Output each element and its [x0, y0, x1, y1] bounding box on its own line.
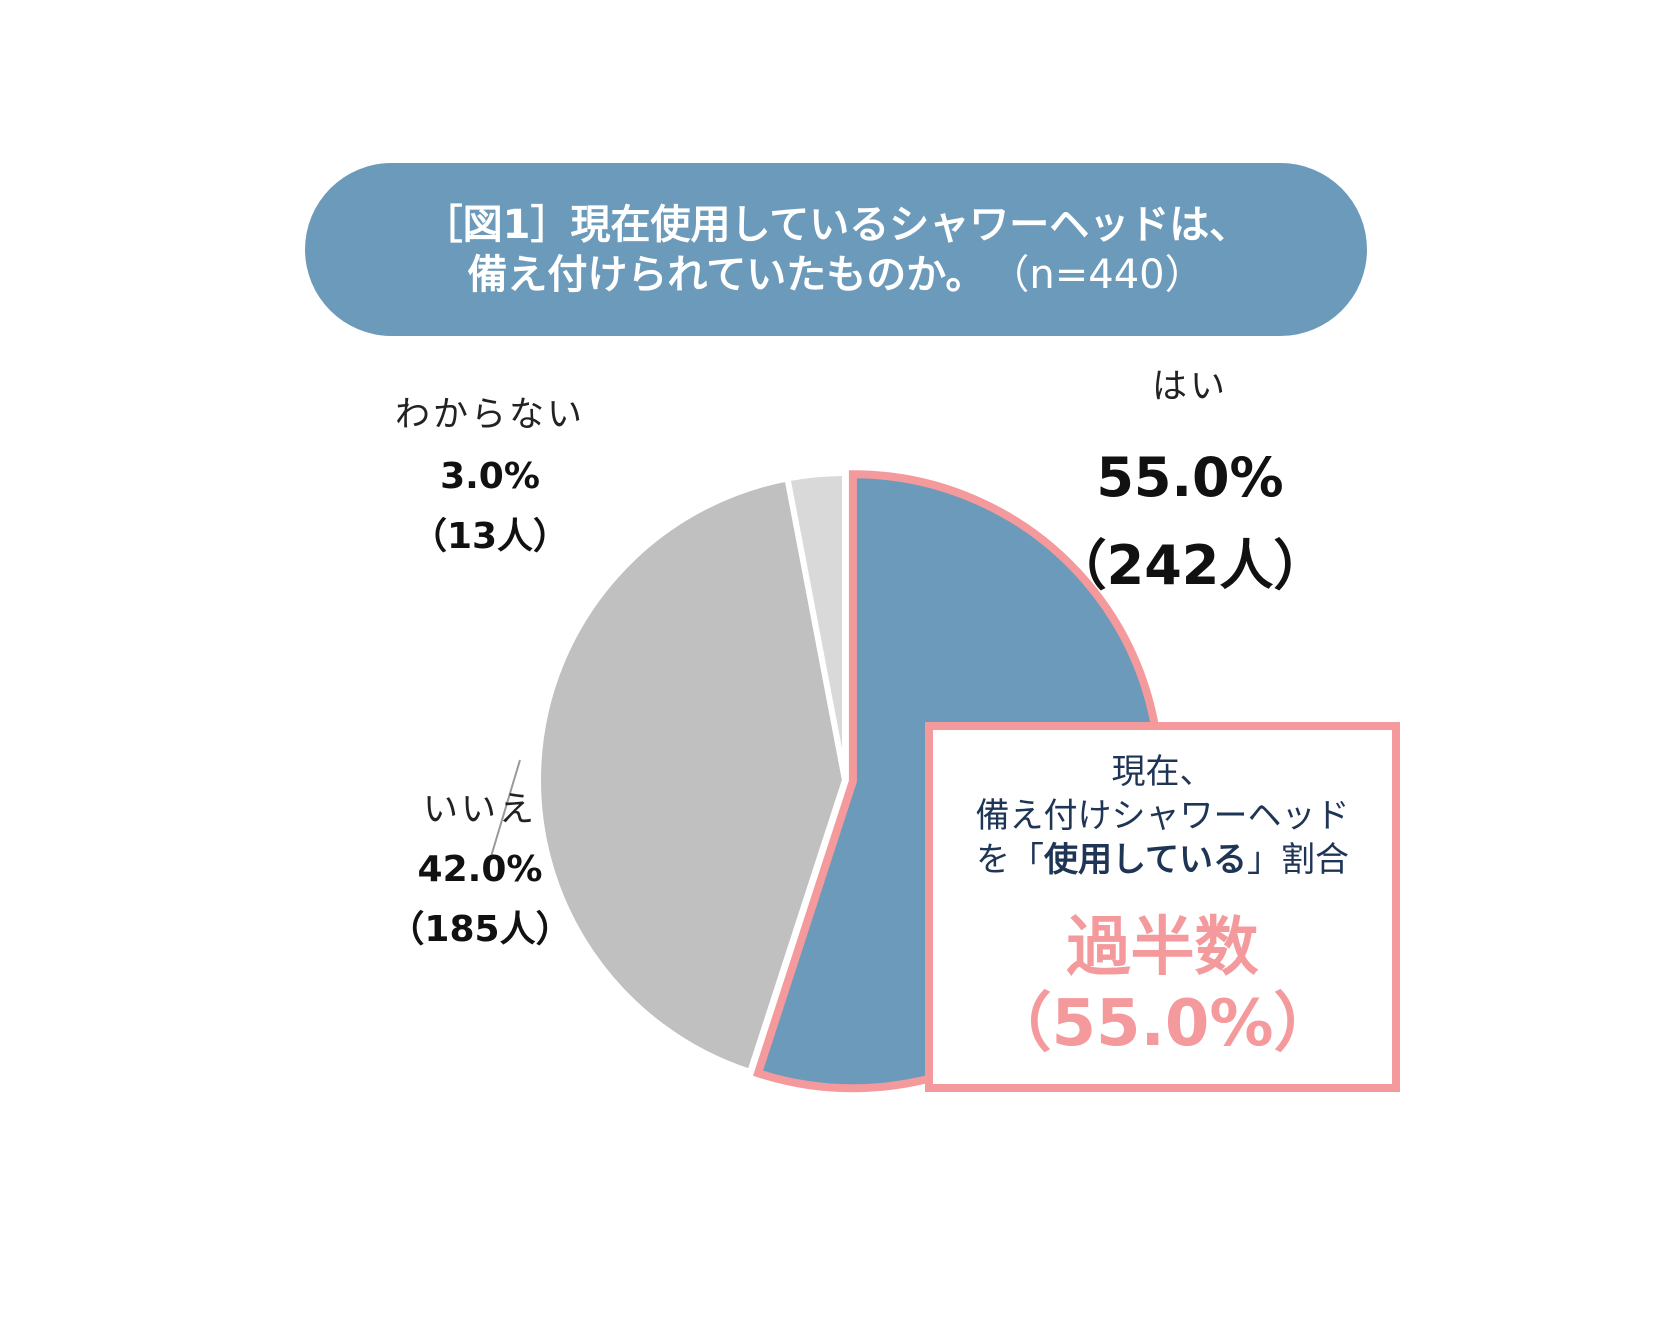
- slice-label-iie-count: （185人）: [388, 909, 572, 950]
- callout-box: 現在、 備え付けシャワーヘッド を「使用している」割合 過半数 （55.0%）: [925, 722, 1400, 1092]
- slice-label-iie: いいえ 42.0% （185人）: [380, 785, 580, 953]
- chart-title-line2: 備え付けられていたものか。 （n=440）: [467, 250, 1204, 300]
- slice-label-hai-category: はい: [1151, 367, 1228, 407]
- slice-label-hai-count: （242人）: [1052, 534, 1328, 597]
- chart-title-banner: ［図1］現在使用しているシャワーヘッドは、 備え付けられていたものか。 （n=44…: [305, 163, 1367, 336]
- callout-line1: 現在、: [1111, 752, 1214, 792]
- slice-label-wakaranai-count: （13人）: [410, 516, 570, 557]
- chart-title-line1: ［図1］現在使用しているシャワーヘッドは、: [422, 201, 1250, 248]
- pie-slice-iie: [535, 475, 848, 1075]
- callout-highlight: 過半数 （55.0%）: [933, 910, 1392, 1062]
- slice-label-hai: はい 55.0% （242人）: [1030, 362, 1350, 602]
- slice-label-wakaranai: わからない 3.0% （13人）: [370, 390, 610, 560]
- sample-size-note: （n=440）: [1009, 251, 1205, 298]
- callout-line2: 備え付けシャワーヘッド: [975, 796, 1350, 836]
- chart-title-line2-text: 備え付けられていたものか。: [467, 251, 986, 298]
- slice-label-wakaranai-percent: 3.0%: [440, 456, 540, 497]
- callout-line3-strong: 使用している: [1044, 840, 1247, 880]
- pie-slice-wakaranai: [784, 470, 848, 783]
- callout-description: 現在、 備え付けシャワーヘッド を「使用している」割合: [933, 750, 1392, 882]
- callout-highlight-line2: （55.0%）: [987, 987, 1338, 1061]
- slice-label-iie-percent: 42.0%: [417, 849, 543, 890]
- callout-highlight-line1: 過半数: [1066, 911, 1259, 985]
- callout-line3-prefix: を「: [976, 840, 1044, 880]
- slice-label-iie-category: いいえ: [422, 790, 537, 830]
- slice-label-wakaranai-category: わからない: [394, 395, 585, 435]
- callout-line3: を「使用している」割合: [933, 838, 1392, 882]
- callout-line3-suffix: 」割合: [1246, 840, 1349, 880]
- slice-label-hai-percent: 55.0%: [1096, 446, 1284, 509]
